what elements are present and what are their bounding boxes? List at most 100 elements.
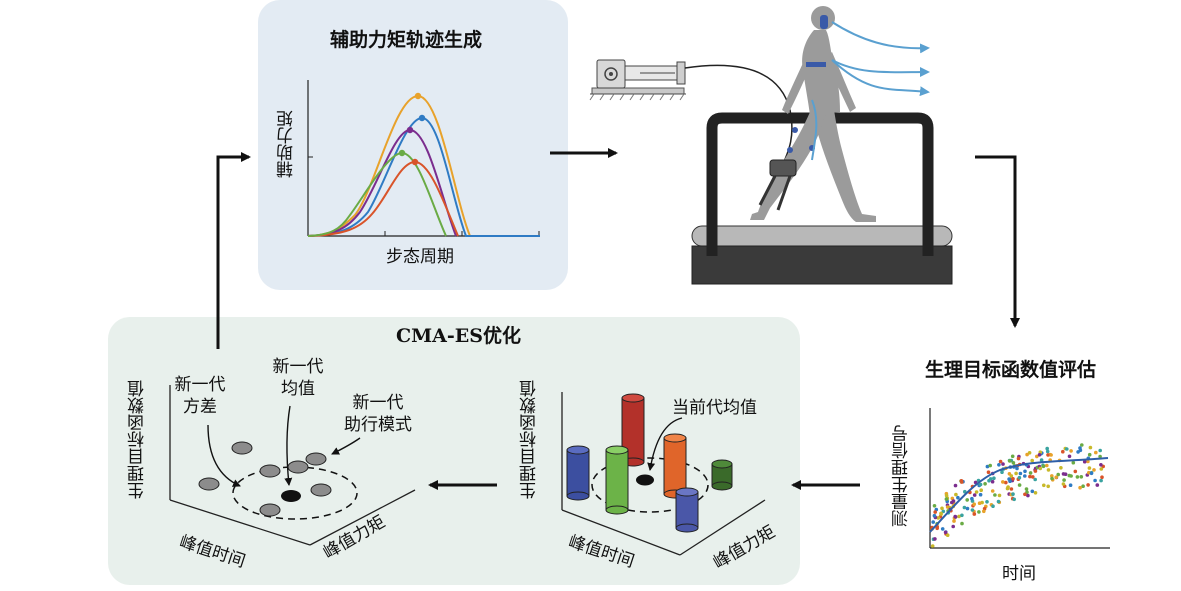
signal-point: [1067, 454, 1072, 459]
signal-point: [939, 511, 943, 516]
annotation-current-mean: 当前代均值: [672, 398, 757, 418]
signal-point: [1081, 484, 1085, 489]
signal-point: [1018, 471, 1023, 476]
signal-point: [943, 530, 948, 535]
arrow-to-evaluation: [975, 155, 1020, 328]
signal-point: [979, 488, 983, 493]
signal-point: [965, 498, 969, 502]
signal-point: [1046, 468, 1051, 472]
signal-point: [1016, 456, 1021, 461]
signal-point: [957, 514, 961, 519]
signal-point: [1007, 459, 1012, 463]
signal-point: [945, 533, 950, 537]
signal-point: [1023, 492, 1027, 497]
torque-y-label: 辅助力矩: [277, 110, 297, 178]
signal-point: [990, 479, 995, 484]
evaluation-title: 生理目标函数值评估: [925, 359, 1097, 381]
signal-point: [1075, 475, 1080, 479]
signal-point: [1042, 483, 1046, 488]
signal-point: [1098, 454, 1102, 459]
signal-point: [1011, 477, 1015, 481]
cylinder-orange: [663, 433, 687, 499]
signal-point: [1093, 478, 1097, 483]
peak-blue: [418, 114, 426, 122]
signal-point: [1050, 474, 1054, 478]
signal-point: [1061, 482, 1066, 486]
distribution-ellipse: [232, 466, 358, 520]
signal-point: [1030, 458, 1034, 463]
signal-point: [978, 482, 983, 487]
signal-point: [1059, 466, 1063, 470]
signal-point: [1098, 448, 1102, 453]
signal-point: [1030, 489, 1035, 494]
signal-point: [1033, 491, 1038, 495]
signal-point: [1056, 472, 1060, 477]
signal-point: [953, 514, 957, 519]
signal-point: [1015, 466, 1019, 471]
signal-point: [982, 509, 986, 514]
signal-point: [972, 512, 977, 516]
signal-point: [1008, 479, 1012, 484]
signal-point: [1012, 497, 1016, 502]
peak-purple: [406, 126, 414, 134]
signal-point: [1031, 475, 1035, 479]
torque-x-label: 步态周期: [386, 247, 454, 267]
annotation-new-variance: 新一代 方差: [174, 375, 226, 417]
cylinder-red: [621, 393, 645, 467]
signal-point: [960, 521, 964, 526]
signal-point: [1067, 473, 1072, 478]
signal-point: [932, 504, 937, 508]
signal-point: [1100, 475, 1104, 480]
signal-point: [1045, 446, 1049, 451]
signal-point: [1023, 474, 1027, 478]
signal-point: [1010, 454, 1015, 459]
signal-point: [1023, 469, 1027, 474]
signal-point: [954, 492, 958, 497]
signal-point: [990, 489, 995, 493]
signal-point: [1078, 485, 1082, 490]
signal-point: [988, 463, 992, 468]
signal-point: [974, 490, 979, 494]
peak-orange: [414, 92, 422, 100]
peak-red: [411, 158, 419, 166]
signal-point: [1099, 467, 1104, 471]
signal-point: [1045, 463, 1049, 468]
signal-point: [1011, 461, 1016, 465]
signal-point: [993, 493, 997, 497]
curve-red: [307, 160, 459, 237]
signal-point: [1092, 468, 1096, 472]
cma-left-plot: [169, 385, 416, 546]
signal-point: [1088, 445, 1093, 450]
cylinder-green: [605, 445, 629, 515]
signal-point: [1078, 446, 1082, 450]
signal-point: [1017, 483, 1022, 487]
cylinder-darkgreen: [711, 459, 733, 491]
signal-point: [977, 510, 981, 514]
signal-point: [1039, 458, 1044, 462]
signal-point: [996, 499, 1001, 504]
signal-point: [1099, 478, 1103, 483]
signal-x-label: 时间: [1002, 564, 1036, 584]
signal-point: [936, 516, 940, 520]
curve-green: [307, 151, 447, 237]
signal-point: [1017, 475, 1022, 480]
signal-point: [1049, 453, 1053, 457]
annotation-new-mean: 新一代 均值: [272, 357, 324, 399]
signal-point: [1099, 463, 1103, 467]
signal-point: [1076, 450, 1080, 454]
signal-point: [1033, 477, 1037, 482]
signal-point: [1046, 484, 1050, 489]
signal-point: [970, 496, 974, 501]
signal-point: [1035, 454, 1039, 459]
cylinder-blue-right: [675, 487, 699, 533]
signal-point: [992, 476, 996, 481]
signal-point: [972, 493, 977, 497]
signal-point: [997, 463, 1001, 467]
signal-point: [1004, 480, 1008, 485]
generation-title: 辅助力矩轨迹生成: [330, 29, 483, 51]
signal-point: [933, 510, 937, 514]
signal-chart: [929, 408, 1110, 549]
signal-point: [953, 483, 958, 488]
signal-point: [970, 508, 975, 512]
signal-point: [1089, 471, 1094, 476]
